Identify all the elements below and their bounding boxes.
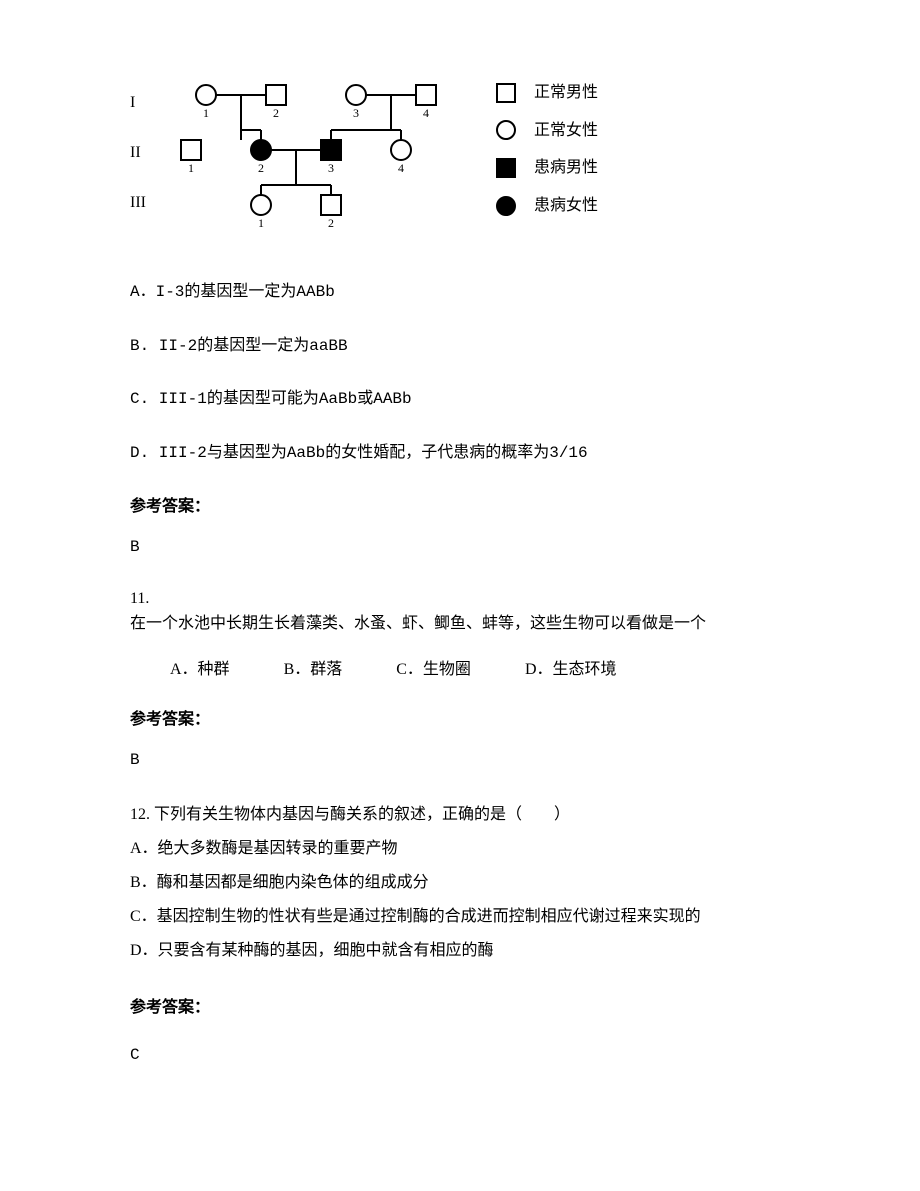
- option-c: C. III-1的基因型可能为AaBb或AABb: [130, 387, 790, 413]
- option-b: B. II-2的基因型一定为aaBB: [130, 334, 790, 360]
- svg-text:3: 3: [328, 161, 334, 175]
- legend-label: 正常男性: [534, 80, 598, 106]
- q12-stem: 12. 下列有关生物体内基因与酶关系的叙述，正确的是（ ）: [130, 799, 790, 831]
- svg-text:2: 2: [328, 216, 334, 230]
- svg-text:3: 3: [353, 106, 359, 120]
- svg-text:1: 1: [188, 161, 194, 175]
- pedigree-figure: I II III 1 2 3 4 1 2 3 4 1 2 正常男性正常女性患病男性患病女性: [130, 70, 790, 240]
- gen-label-2: II: [130, 140, 146, 190]
- q11-opt-a: A．种群: [170, 661, 230, 678]
- svg-text:4: 4: [423, 106, 429, 120]
- q11-number: 11.: [130, 586, 790, 612]
- legend-icon-circle: [496, 120, 516, 140]
- gen-label-3: III: [130, 190, 146, 240]
- q12-opt-a: A．绝大多数酶是基因转录的重要产物: [130, 833, 790, 865]
- legend-row-2: 患病男性: [496, 155, 598, 181]
- answer-12: C: [130, 1039, 790, 1071]
- q11: 11. 在一个水池中长期生长着藻类、水蚤、虾、鲫鱼、蚌等，这些生物可以看做是一个…: [130, 586, 790, 774]
- answer-10: B: [130, 535, 790, 561]
- q11-stem: 在一个水池中长期生长着藻类、水蚤、虾、鲫鱼、蚌等，这些生物可以看做是一个: [130, 611, 790, 637]
- answer-11: B: [130, 748, 790, 774]
- generation-labels: I II III: [130, 70, 146, 240]
- q12-opt-b: B．酶和基因都是细胞内染色体的组成成分: [130, 867, 790, 899]
- legend-icon-square-fill: [496, 158, 516, 178]
- q12: 12. 下列有关生物体内基因与酶关系的叙述，正确的是（ ） A．绝大多数酶是基因…: [130, 799, 790, 1071]
- reference-answer-heading: 参考答案：: [130, 494, 790, 520]
- option-d: D. III-2与基因型为AaBb的女性婚配，子代患病的概率为3/16: [130, 441, 790, 467]
- reference-answer-heading-12: 参考答案：: [130, 992, 790, 1024]
- q11-opt-b: B．群落: [284, 661, 343, 678]
- legend-icon-square: [496, 83, 516, 103]
- legend-row-1: 正常女性: [496, 118, 598, 144]
- svg-text:2: 2: [258, 161, 264, 175]
- q12-opt-c: C．基因控制生物的性状有些是通过控制酶的合成进而控制相应代谢过程来实现的: [130, 901, 790, 933]
- svg-text:2: 2: [273, 106, 279, 120]
- legend-icon-circle-fill: [496, 196, 516, 216]
- svg-text:1: 1: [203, 106, 209, 120]
- gen-label-1: I: [130, 90, 146, 140]
- q11-options: A．种群 B．群落 C．生物圈 D．生态环境: [130, 657, 790, 683]
- svg-text:1: 1: [258, 216, 264, 230]
- legend: 正常男性正常女性患病男性患病女性: [496, 70, 598, 230]
- q11-opt-d: D．生态环境: [525, 661, 617, 678]
- legend-row-3: 患病女性: [496, 193, 598, 219]
- legend-row-0: 正常男性: [496, 80, 598, 106]
- legend-label: 患病男性: [534, 155, 598, 181]
- svg-text:4: 4: [398, 161, 404, 175]
- legend-label: 正常女性: [534, 118, 598, 144]
- pedigree-diagram: 1 2 3 4 1 2 3 4 1 2: [166, 70, 466, 240]
- q12-opt-d: D．只要含有某种酶的基因，细胞中就含有相应的酶: [130, 935, 790, 967]
- reference-answer-heading-11: 参考答案：: [130, 707, 790, 733]
- legend-label: 患病女性: [534, 193, 598, 219]
- option-a: A．I-3的基因型一定为AABb: [130, 280, 790, 306]
- q11-opt-c: C．生物圈: [396, 661, 471, 678]
